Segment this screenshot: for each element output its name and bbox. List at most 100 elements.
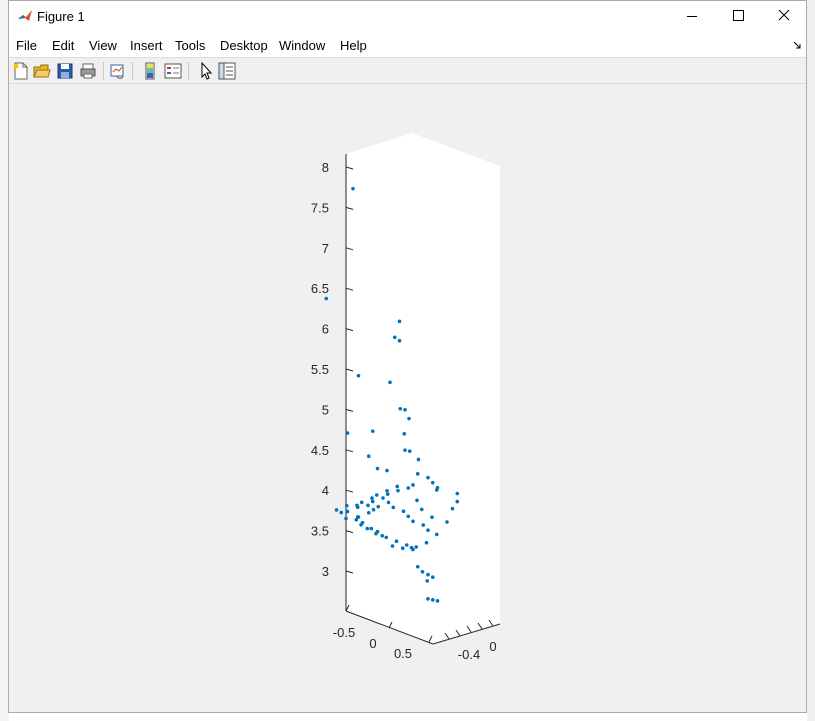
menu-insert[interactable]: Insert — [130, 38, 163, 53]
data-point — [430, 575, 435, 579]
axis-ticks: 3 3.5 4 4.5 5 5.5 6 6.5 7 7.5 8 -0.5 0 0.5 -0.4 0 — [311, 160, 497, 662]
y-tick-label: -0.4 — [458, 647, 480, 662]
data-point — [407, 449, 412, 453]
data-point — [411, 547, 415, 552]
data-point — [339, 510, 344, 515]
z-tick — [345, 328, 354, 332]
z-tick — [345, 247, 354, 251]
toolbar-separator — [103, 62, 104, 80]
minimize-button[interactable] — [669, 1, 715, 32]
data-point — [355, 515, 360, 519]
figure-canvas[interactable]: 3 3.5 4 4.5 5 5.5 6 6.5 7 7.5 8 -0.5 0 0.5 -0.4 0 — [9, 84, 807, 713]
property-inspector-icon[interactable] — [218, 62, 236, 80]
y-tick — [444, 632, 450, 640]
data-point — [345, 431, 350, 435]
save-icon[interactable] — [56, 62, 74, 80]
data-point — [392, 335, 397, 340]
data-point — [406, 514, 411, 519]
z-tick — [345, 530, 354, 534]
data-point — [400, 546, 405, 551]
menu-bar: File Edit View Insert Tools Desktop Wind… — [9, 32, 806, 57]
z-tick — [345, 287, 354, 291]
x-tick-label: 0 — [369, 636, 376, 651]
menu-file[interactable]: File — [16, 38, 37, 53]
menu-tools[interactable]: Tools — [175, 38, 206, 53]
maximize-button[interactable] — [715, 1, 761, 32]
data-point — [403, 448, 407, 452]
background-window-edge-right — [807, 0, 815, 721]
axes-panel — [346, 133, 500, 644]
z-tick-label: 3.5 — [311, 524, 329, 539]
z-tick — [345, 368, 354, 372]
data-point — [381, 496, 385, 500]
toolbar — [9, 57, 806, 84]
data-point — [374, 493, 379, 497]
data-point — [419, 507, 424, 512]
print-icon[interactable] — [79, 62, 97, 80]
z-tick — [345, 166, 354, 170]
y-tick — [477, 622, 483, 630]
menu-desktop[interactable]: Desktop — [220, 38, 268, 53]
insert-colorbar-icon[interactable] — [141, 62, 159, 80]
data-point — [426, 475, 430, 480]
data-point — [370, 499, 375, 504]
data-point — [414, 545, 419, 549]
data-point — [354, 517, 359, 522]
dock-arrow-icon[interactable] — [793, 41, 802, 50]
link-plot-icon[interactable] — [109, 62, 127, 80]
data-point — [385, 488, 389, 493]
data-point — [411, 483, 415, 487]
background-window-edge — [0, 0, 9, 721]
data-point — [376, 504, 381, 509]
data-point — [434, 488, 439, 492]
insert-legend-icon[interactable] — [164, 62, 182, 80]
close-button[interactable] — [761, 1, 806, 32]
matlab-logo-icon — [17, 8, 33, 24]
data-point — [396, 488, 400, 493]
menu-edit[interactable]: Edit — [52, 38, 75, 53]
data-point — [398, 406, 403, 411]
axes-background — [345, 133, 501, 645]
data-point — [366, 510, 371, 515]
data-point — [421, 523, 426, 527]
z-tick-label: 5 — [322, 402, 329, 417]
data-point — [369, 526, 374, 531]
data-point — [344, 516, 348, 521]
z-tick — [345, 489, 354, 493]
data-point — [370, 429, 375, 433]
x-tick — [428, 635, 433, 643]
data-point — [390, 544, 395, 548]
data-point — [365, 526, 370, 531]
open-file-icon[interactable] — [33, 62, 51, 80]
data-point — [426, 597, 430, 601]
z-tick-label: 7.5 — [311, 200, 329, 215]
data-point — [411, 519, 415, 524]
data-point — [375, 466, 380, 471]
z-tick — [345, 570, 354, 574]
menu-window[interactable]: Window — [279, 38, 326, 53]
menu-help[interactable]: Help — [340, 38, 367, 53]
menu-view[interactable]: View — [89, 38, 117, 53]
scatter3-plot[interactable]: 3 3.5 4 4.5 5 5.5 6 6.5 7 7.5 8 -0.5 0 0.5 -0.4 0 — [9, 84, 807, 713]
data-point — [434, 532, 439, 537]
z-tick-label: 4.5 — [311, 443, 329, 458]
title-bar: Figure 1 — [9, 1, 806, 32]
y-tick-label: 0 — [489, 639, 496, 654]
z-tick-label: 8 — [322, 160, 329, 175]
data-point — [402, 432, 407, 436]
edit-plot-arrow-icon[interactable] — [197, 62, 215, 80]
x-tick-label: 0.5 — [394, 646, 412, 661]
data-point — [415, 472, 420, 476]
new-figure-icon[interactable] — [12, 62, 30, 80]
data-point — [370, 496, 374, 500]
data-point — [344, 503, 349, 508]
data-point — [386, 500, 391, 505]
toolbar-separator — [132, 62, 133, 80]
data-point — [391, 505, 396, 510]
minimize-icon — [687, 16, 697, 17]
y-tick — [455, 629, 461, 637]
y-tick — [466, 625, 472, 633]
data-point — [424, 540, 429, 545]
data-point — [435, 599, 440, 603]
data-point — [430, 480, 435, 485]
